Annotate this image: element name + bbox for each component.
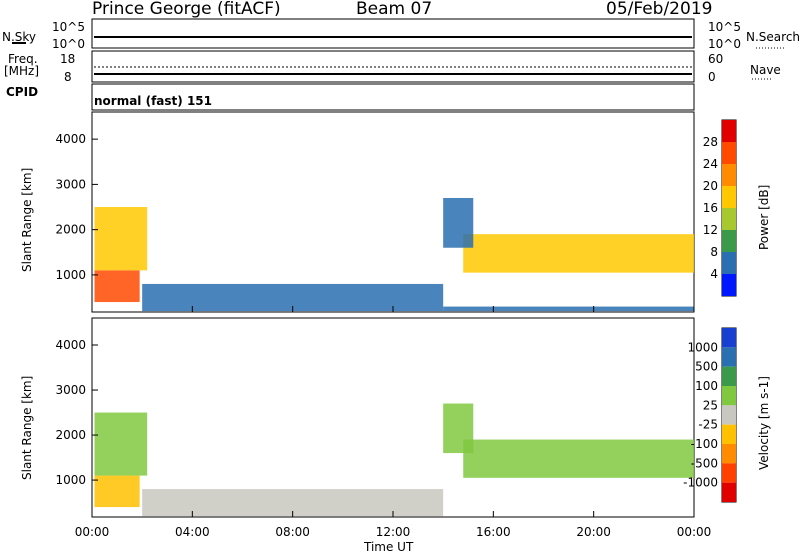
cpid-label: CPID [6,85,39,99]
power-panel-colorbar-tick-4: 12 [703,223,718,237]
power-panel-ytick-label-3: 4000 [55,132,86,146]
velocity-panel-region-4 [443,403,474,454]
power-panel-region-0 [94,270,140,303]
power-panel-colorbar-tick-1: 24 [703,157,718,171]
velocity-panel-colorbar-cell-8 [722,482,736,502]
power-panel-region-1 [94,207,148,271]
x-tick-label-4: 16:00 [476,525,511,539]
nsearch-label: N.Search [746,30,800,44]
power-panel-region-3 [463,234,694,273]
power-panel-colorbar-cell-5 [722,230,736,252]
power-panel-colorbar-tick-3: 16 [703,201,718,215]
nsky-tick-high: 10^5 [52,20,85,34]
freq-label: Freq. [8,52,38,66]
velocity-panel-ytick-label-0: 1000 [55,473,86,487]
x-tick-label-2: 08:00 [275,525,310,539]
freq-unit: [MHz] [4,64,40,78]
velocity-panel-region-0 [94,475,140,508]
power-panel-colorbar-cell-0 [722,120,736,142]
x-tick-label-3: 12:00 [376,525,411,539]
x-tick-label-0: 00:00 [75,525,110,539]
x-tick-label-6: 00:00 [677,525,712,539]
velocity-panel-colorbar-cell-7 [722,463,736,483]
velocity-panel-ytick-label-1: 2000 [55,428,86,442]
power-panel-ytick-label-1: 2000 [55,223,86,237]
power-panel-colorbar-cell-3 [722,186,736,208]
velocity-panel-colorbar-tick-4: -25 [698,418,718,432]
power-panel-colorbar-cell-7 [722,274,736,296]
power-panel-colorbar-cell-2 [722,164,736,186]
x-axis-title: Time UT [364,540,414,554]
nsky-panel-frame [91,18,695,49]
date-title: 05/Feb/2019 [606,0,713,19]
nsky-tick-low: 10^0 [52,37,85,51]
station-title: Prince George (fitACF) [92,0,281,19]
velocity-panel-colorbar-tick-7: -1000 [683,476,718,490]
power-panel-colorbar-tick-0: 28 [703,135,718,149]
power-panel-colorbar-tick-5: 8 [710,245,718,259]
velocity-panel-colorbar-cell-4 [722,405,736,425]
nave-tick-low: 0 [708,70,716,84]
velocity-panel-colorbar-cell-3 [722,386,736,406]
nsky-label: N.Sky [2,30,37,44]
power-panel-frame [91,111,695,313]
velocity-panel-ytick-label-3: 4000 [55,338,86,352]
velocity-panel-colorbar-cell-6 [722,444,736,464]
velocity-panel-colorbar-cell-1 [722,347,736,367]
nsearch-tick-high: 10^5 [708,20,741,34]
power-panel-colorbar-tick-2: 20 [703,179,718,193]
cpid-value: normal (fast) 151 [94,94,212,108]
power-panel-colorbar-cell-6 [722,252,736,274]
power-panel-region-4 [443,197,474,248]
velocity-panel-colorbar-cell-0 [722,328,736,348]
power-panel-colorbar-cell-4 [722,208,736,230]
freq-panel-frame [91,50,695,83]
velocity-panel-region-1 [94,412,148,476]
velocity-panel-colorbar-tick-1: 500 [695,360,718,374]
freq-tick-high: 18 [60,52,76,66]
cpid-panel-frame [91,83,695,111]
velocity-panel-colorbar-cell-2 [722,366,736,386]
velocity-panel-frame [91,317,695,518]
freq-tick-low: 8 [64,70,72,84]
power-panel-colorbar-tick-6: 4 [710,267,718,281]
nave-label: Nave [750,63,781,77]
velocity-panel-ytick-label-2: 3000 [55,383,86,397]
x-tick-label-5: 20:00 [576,525,611,539]
velocity-panel-colorbar-tick-3: 25 [703,398,718,412]
x-tick-label-1: 04:00 [175,525,210,539]
nsearch-tick-low: 10^0 [708,37,741,51]
beam-title: Beam 07 [356,0,433,19]
velocity-panel-region-3 [463,439,694,478]
velocity-panel-colorbar-tick-5: -100 [691,437,718,451]
velocity-panel-colorbar-cell-5 [722,424,736,444]
power-panel-region-5 [443,306,694,312]
power-panel-ytick-label-0: 1000 [55,268,86,282]
power-panel-ytick-label-2: 3000 [55,177,86,191]
velocity-panel-colorbar-tick-2: 100 [695,379,718,393]
nave-tick-high: 60 [708,52,724,66]
power-panel-colorbar-cell-1 [722,142,736,164]
velocity-panel-colorbar-tick-6: -500 [691,456,718,470]
velocity-panel-colorbar-tick-0: 1000 [687,340,718,354]
